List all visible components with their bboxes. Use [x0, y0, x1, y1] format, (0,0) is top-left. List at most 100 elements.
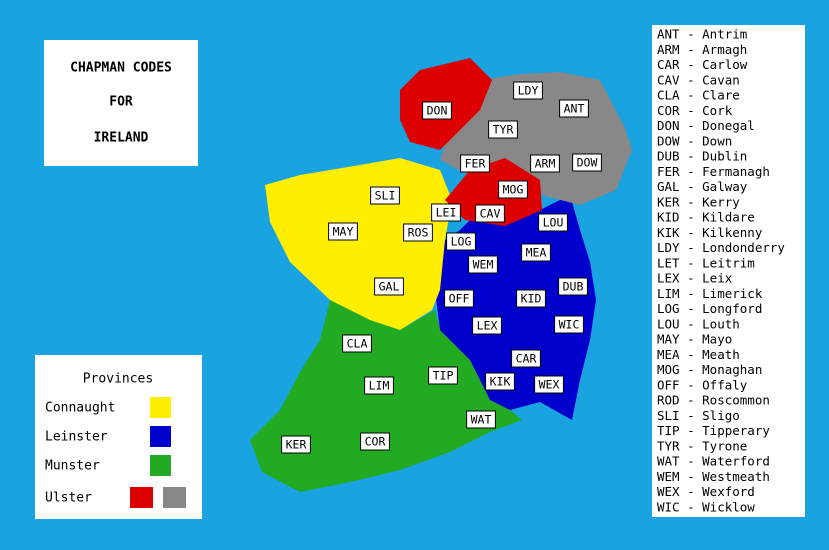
- county-label: MAY: [333, 225, 354, 239]
- label-box: [422, 101, 452, 120]
- key-box: [652, 25, 805, 517]
- leinster: [435, 195, 596, 420]
- key-entry: ARM - Armagh: [657, 42, 747, 57]
- key-entry: COR - Cork: [657, 103, 733, 118]
- label-box: [342, 334, 372, 353]
- key-entry: KIK - Kilkenny: [657, 225, 763, 240]
- county-label: DOW: [577, 156, 598, 170]
- key-entry: CLA - Clare: [657, 88, 740, 103]
- county-label: KER: [286, 438, 307, 452]
- label-box: [328, 222, 358, 241]
- legend-label: Munster: [45, 459, 100, 474]
- label-box: [460, 154, 490, 173]
- county-label: ANT: [564, 102, 585, 116]
- label-box: [559, 99, 589, 118]
- munster: [250, 300, 522, 492]
- county-label: MEA: [526, 246, 547, 260]
- county-label: SLI: [375, 189, 396, 203]
- county-label: DUB: [563, 280, 584, 294]
- label-box: [444, 289, 474, 308]
- label-box: [472, 316, 502, 335]
- title-line: CHAPMAN CODES: [70, 61, 172, 76]
- title-line: FOR: [109, 95, 133, 110]
- county-label: MOG: [503, 183, 524, 197]
- county-label: LOG: [451, 235, 472, 249]
- key-entry: MEA - Meath: [657, 347, 740, 362]
- ireland-map: [250, 58, 632, 492]
- label-box: [521, 243, 551, 262]
- county-label: TIP: [433, 369, 454, 383]
- key-entry: TYR - Tyrone: [657, 438, 747, 453]
- label-box: [475, 204, 505, 223]
- county-label: LIM: [369, 379, 390, 393]
- label-box: [554, 315, 584, 334]
- label-box: [534, 375, 564, 394]
- county-label: CAV: [480, 207, 501, 221]
- label-box: [466, 410, 496, 429]
- key-entry: WIC - Wicklow: [657, 500, 755, 515]
- county-label: WAT: [471, 413, 492, 427]
- legend-swatch: [163, 487, 186, 508]
- label-box: [572, 153, 602, 172]
- key-entry: ROD - Roscommon: [657, 393, 770, 408]
- legend-label: Connaught: [45, 401, 115, 416]
- label-box: [428, 366, 458, 385]
- key-entry: CAV - Cavan: [657, 72, 740, 87]
- county-label: CAR: [516, 352, 537, 366]
- key-entry: LOU - Louth: [657, 316, 740, 331]
- county-label: GAL: [379, 280, 400, 294]
- label-box: [364, 376, 394, 395]
- key-entry: SLI - Sligo: [657, 408, 740, 423]
- county-label: LEX: [477, 319, 498, 333]
- key-entry: CAR - Carlow: [657, 57, 748, 72]
- key-entry: LET - Leitrim: [657, 255, 755, 270]
- legend-items: Connaught Leinster Munster Ulster: [45, 397, 186, 508]
- key-entry: KER - Kerry: [657, 194, 740, 209]
- label-box: [431, 203, 461, 222]
- label-box: [530, 154, 560, 173]
- county-label: OFF: [449, 292, 470, 306]
- county-label: ROS: [408, 226, 429, 240]
- label-box: [558, 277, 588, 296]
- label-box: [485, 372, 515, 391]
- label-box: [360, 432, 390, 451]
- label-box: [468, 255, 498, 274]
- label-box: [538, 213, 568, 232]
- label-box: [488, 120, 518, 139]
- label-box: [403, 223, 433, 242]
- key-entry: LDY - Londonderry: [657, 240, 785, 255]
- legend-swatch: [150, 426, 171, 447]
- key-entry: LIM - Limerick: [657, 286, 763, 301]
- legend-swatch: [150, 455, 171, 476]
- key-entry: OFF - Offaly: [657, 377, 748, 392]
- key-entry: GAL - Galway: [657, 179, 748, 194]
- key-entry: LEX - Leix: [657, 271, 733, 286]
- legend-title: Provinces: [83, 372, 153, 387]
- county-label: DON: [427, 104, 448, 118]
- label-box: [513, 81, 543, 100]
- key-entry: LOG - Longford: [657, 301, 762, 316]
- key-entry: DOW - Down: [657, 133, 732, 148]
- county-label: WEM: [473, 258, 494, 272]
- county-label: CLA: [347, 337, 368, 351]
- county-label: LDY: [518, 84, 539, 98]
- title-box: [44, 40, 198, 166]
- label-box: [511, 349, 541, 368]
- county-label: LEI: [436, 206, 457, 220]
- key-entry: WEX - Wexford: [657, 484, 755, 499]
- title-line: IRELAND: [94, 131, 149, 146]
- label-box: [516, 289, 546, 308]
- monaghan-cavan: [445, 158, 542, 226]
- county-label: COR: [365, 435, 386, 449]
- key-entry: ANT - Antrim: [657, 27, 747, 42]
- county-label: WIC: [559, 318, 580, 332]
- county-label: WEX: [539, 378, 560, 392]
- map-labels: DON LDY ANT TYR FER ARM DOW MOG SLI LEI CAV LOU MAY R…: [281, 81, 602, 454]
- county-label: KID: [521, 292, 542, 306]
- key-entry: KID - Kildare: [657, 210, 755, 225]
- key-entry: DON - Donegal: [657, 118, 755, 133]
- key-entry: WEM - Westmeath: [657, 469, 770, 484]
- connaught: [265, 158, 452, 330]
